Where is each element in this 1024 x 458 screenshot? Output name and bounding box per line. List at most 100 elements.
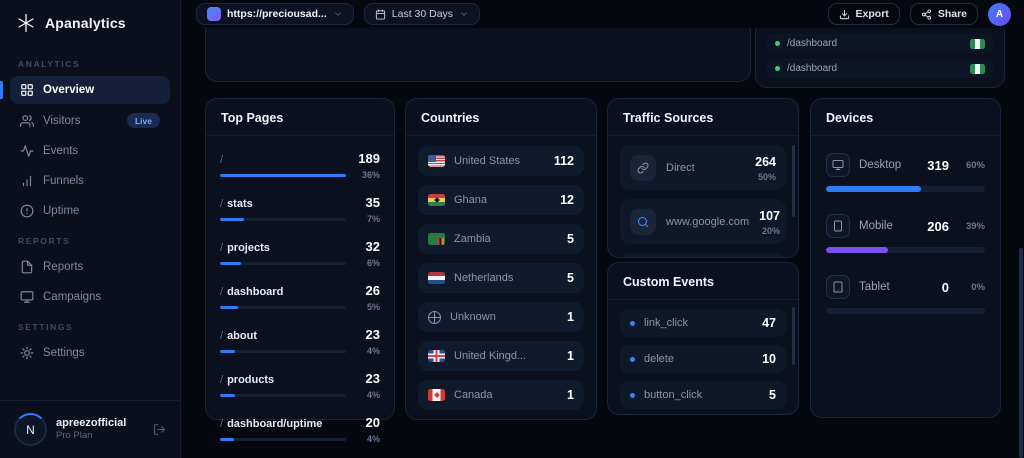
globe-icon	[428, 310, 441, 324]
page-scrollbar[interactable]	[1019, 248, 1023, 458]
event-value: 10	[762, 352, 776, 366]
country-name: Unknown	[450, 311, 496, 323]
device-bar	[826, 186, 985, 192]
custom-events-card: Custom Events link_click 47 delete 10 bu…	[607, 262, 799, 415]
event-value: 5	[769, 388, 776, 402]
main-content: /dashboard /dashboard Top Pages /189 36%…	[181, 28, 1024, 458]
page-views-bar	[220, 393, 346, 397]
card-scrollbar[interactable]	[792, 145, 795, 217]
section-label-settings: SETTINGS	[18, 322, 74, 332]
country-value: 5	[567, 232, 574, 246]
device-bar	[826, 247, 985, 253]
device-name: Mobile	[859, 220, 893, 232]
path-slash: /	[220, 154, 224, 166]
source-pct: 50%	[757, 172, 776, 182]
source-name: Direct	[666, 161, 695, 174]
sidebar-item-overview[interactable]: Overview	[0, 76, 170, 104]
country-name: Zambia	[454, 233, 491, 245]
zambia-flag-icon	[428, 233, 445, 245]
page-views-bar	[220, 217, 346, 221]
top-page-row: / 189 36%	[220, 144, 380, 188]
tablet-icon	[826, 275, 850, 299]
logout-icon[interactable]	[153, 423, 166, 436]
card-title: Top Pages	[206, 99, 394, 136]
country-row: Zambia 5	[418, 224, 584, 254]
export-button[interactable]: Export	[827, 3, 900, 25]
device-pct: 60%	[965, 159, 985, 171]
page-views-pct: 36%	[361, 170, 380, 180]
country-row: United Kingd... 1	[418, 341, 584, 371]
country-value: 1	[567, 349, 574, 363]
sidebar-item-funnels[interactable]: Funnels	[10, 167, 170, 195]
traffic-sources-list: Direct 264 50% www.google.com 107 20% loca…	[608, 136, 798, 257]
chevron-down-icon	[334, 12, 341, 16]
traffic-sources-card: Traffic Sources Direct 264 50% www.google…	[607, 98, 799, 258]
calendar-icon	[375, 8, 385, 20]
page-views-value: 35	[365, 195, 380, 210]
share-button[interactable]: Share	[909, 3, 978, 25]
country-value: 5	[567, 271, 574, 285]
page-views-bar	[220, 349, 346, 353]
search-icon	[630, 208, 656, 235]
device-value: 206	[927, 218, 949, 234]
country-row: Netherlands 5	[418, 263, 584, 293]
chart-card-partial	[205, 28, 751, 82]
sidebar-item-visitors[interactable]: Visitors Live	[10, 106, 170, 135]
sidebar-item-uptime[interactable]: Uptime	[10, 197, 170, 225]
ghana-flag-icon	[428, 194, 445, 206]
country-name: Ghana	[454, 194, 488, 206]
event-dot-icon	[630, 356, 635, 362]
card-scrollbar[interactable]	[792, 307, 795, 365]
source-pct: 20%	[762, 226, 781, 236]
app-logo: Apanalytics	[0, 0, 180, 44]
activity-icon	[20, 145, 34, 157]
page-views-pct: 6%	[366, 258, 380, 268]
path-slash: /	[220, 286, 224, 298]
monitor-icon	[20, 291, 34, 303]
path-slash: /	[220, 330, 224, 342]
user-profile[interactable]: N apreezofficial Pro Plan	[0, 400, 180, 458]
live-page-path: /dashboard	[787, 38, 838, 49]
device-row: Tablet 0 0%	[826, 275, 985, 314]
live-badge: Live	[126, 113, 160, 128]
page-path: dashboard/uptime	[227, 418, 323, 430]
sidebar-item-label: Uptime	[43, 205, 80, 217]
country-row: United States 112	[418, 146, 584, 176]
user-avatar[interactable]: A	[988, 2, 1011, 26]
top-pages-card: Top Pages /189 36% / stats 35 7% / projects…	[205, 98, 395, 444]
countries-list: United States 112 Ghana 12 Zambia 5 Neth…	[406, 136, 596, 410]
device-name: Desktop	[859, 159, 902, 171]
mobile-icon	[826, 214, 850, 238]
sidebar-item-label: Reports	[43, 261, 84, 273]
sidebar-item-campaigns[interactable]: Campaigns	[10, 283, 170, 311]
live-pages-card-partial: /dashboard /dashboard	[755, 28, 1005, 88]
custom-event-row: button_click 5	[620, 381, 786, 409]
devices-card: Devices Desktop 319 60% Mobi	[810, 98, 1001, 418]
page-path: projects	[227, 242, 270, 254]
gear-icon	[20, 346, 34, 360]
source-value: 264	[755, 155, 776, 169]
card-title: Traffic Sources	[608, 99, 798, 136]
page-views-value: 23	[365, 327, 380, 342]
top-page-row: / dashboard 26 5%	[220, 276, 380, 320]
device-pct: 0%	[971, 281, 985, 293]
sidebar-item-events[interactable]: Events	[10, 137, 170, 165]
top-page-row: / about 23 4%	[220, 320, 380, 364]
source-name: www.google.com	[666, 215, 750, 228]
site-selector[interactable]: https://preciousad...	[196, 3, 354, 25]
chevron-down-icon	[461, 12, 467, 16]
sidebar-item-label: Visitors	[43, 114, 81, 127]
sidebar-item-label: Funnels	[43, 175, 84, 187]
country-name: Canada	[454, 389, 493, 401]
sidebar-item-settings[interactable]: Settings	[10, 339, 170, 367]
sidebar-item-reports[interactable]: Reports	[10, 253, 170, 281]
path-slash: /	[220, 418, 224, 430]
custom-event-row: delete 10	[620, 345, 786, 373]
custom-event-row: link_click 47	[620, 309, 786, 337]
user-name: apreezofficial	[56, 417, 127, 430]
sidebar-item-label: Overview	[43, 84, 95, 96]
canada-flag-icon	[428, 389, 445, 401]
user-plan: Pro Plan	[56, 430, 93, 442]
date-range-selector[interactable]: Last 30 Days	[363, 3, 481, 25]
page-views-value: 23	[365, 371, 380, 386]
